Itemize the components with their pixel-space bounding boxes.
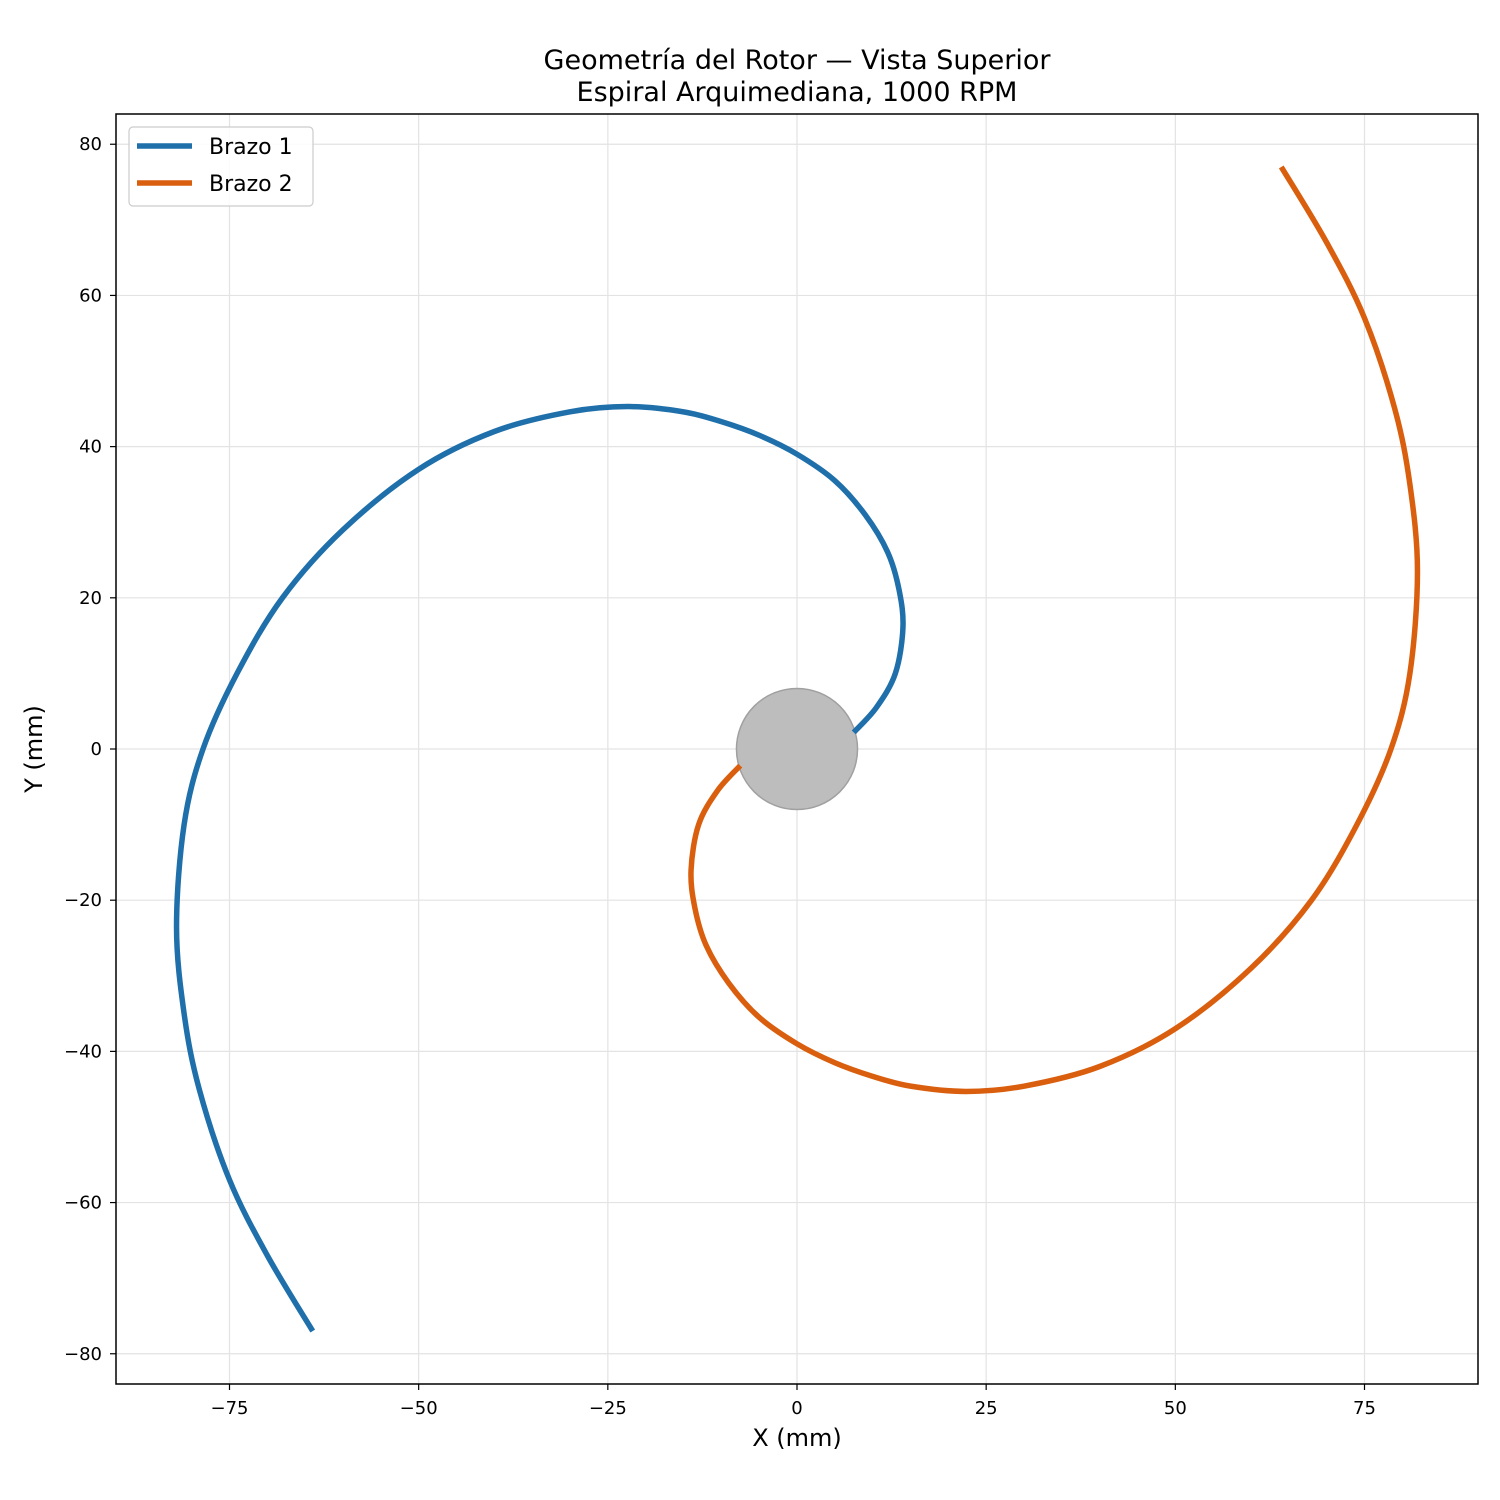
legend-label: Brazo 1 <box>209 135 293 160</box>
x-tick-label: 50 <box>1164 1398 1187 1419</box>
x-tick-label: −25 <box>589 1398 627 1419</box>
y-tick-label: −20 <box>64 890 102 911</box>
x-tick-label: −50 <box>400 1398 438 1419</box>
series-line-brazo-2 <box>688 165 1421 1095</box>
chart-subtitle: Espiral Arquimediana, 1000 RPM <box>577 77 1018 108</box>
series-line-brazo-1 <box>173 403 906 1333</box>
grid <box>116 114 1478 1384</box>
y-tick-label: −40 <box>64 1041 102 1062</box>
plot-content <box>173 165 1421 1333</box>
y-tick-label: −60 <box>64 1193 102 1214</box>
x-tick-label: 75 <box>1353 1398 1376 1419</box>
y-tick-label: 0 <box>91 739 102 760</box>
ticks: −75 −50 −25 0 25 50 75 −80 −60 −40 −20 0 20 40 60 80 <box>64 134 1376 1419</box>
y-tick-label: 60 <box>79 285 102 306</box>
legend: Brazo 1 Brazo 2 <box>128 126 314 207</box>
y-tick-label: 20 <box>79 588 102 609</box>
legend-label: Brazo 2 <box>209 172 293 197</box>
y-tick-label: 40 <box>79 437 102 458</box>
x-tick-label: 0 <box>791 1398 802 1419</box>
chart-title: Geometría del Rotor — Vista Superior <box>544 45 1052 76</box>
y-tick-label: 80 <box>79 134 102 155</box>
x-tick-label: −75 <box>211 1398 249 1419</box>
x-axis-label: X (mm) <box>752 1424 842 1452</box>
y-tick-label: −80 <box>64 1344 102 1365</box>
rotor-hub <box>735 687 859 811</box>
x-tick-label: 25 <box>975 1398 998 1419</box>
y-axis-label: Y (mm) <box>20 705 48 794</box>
